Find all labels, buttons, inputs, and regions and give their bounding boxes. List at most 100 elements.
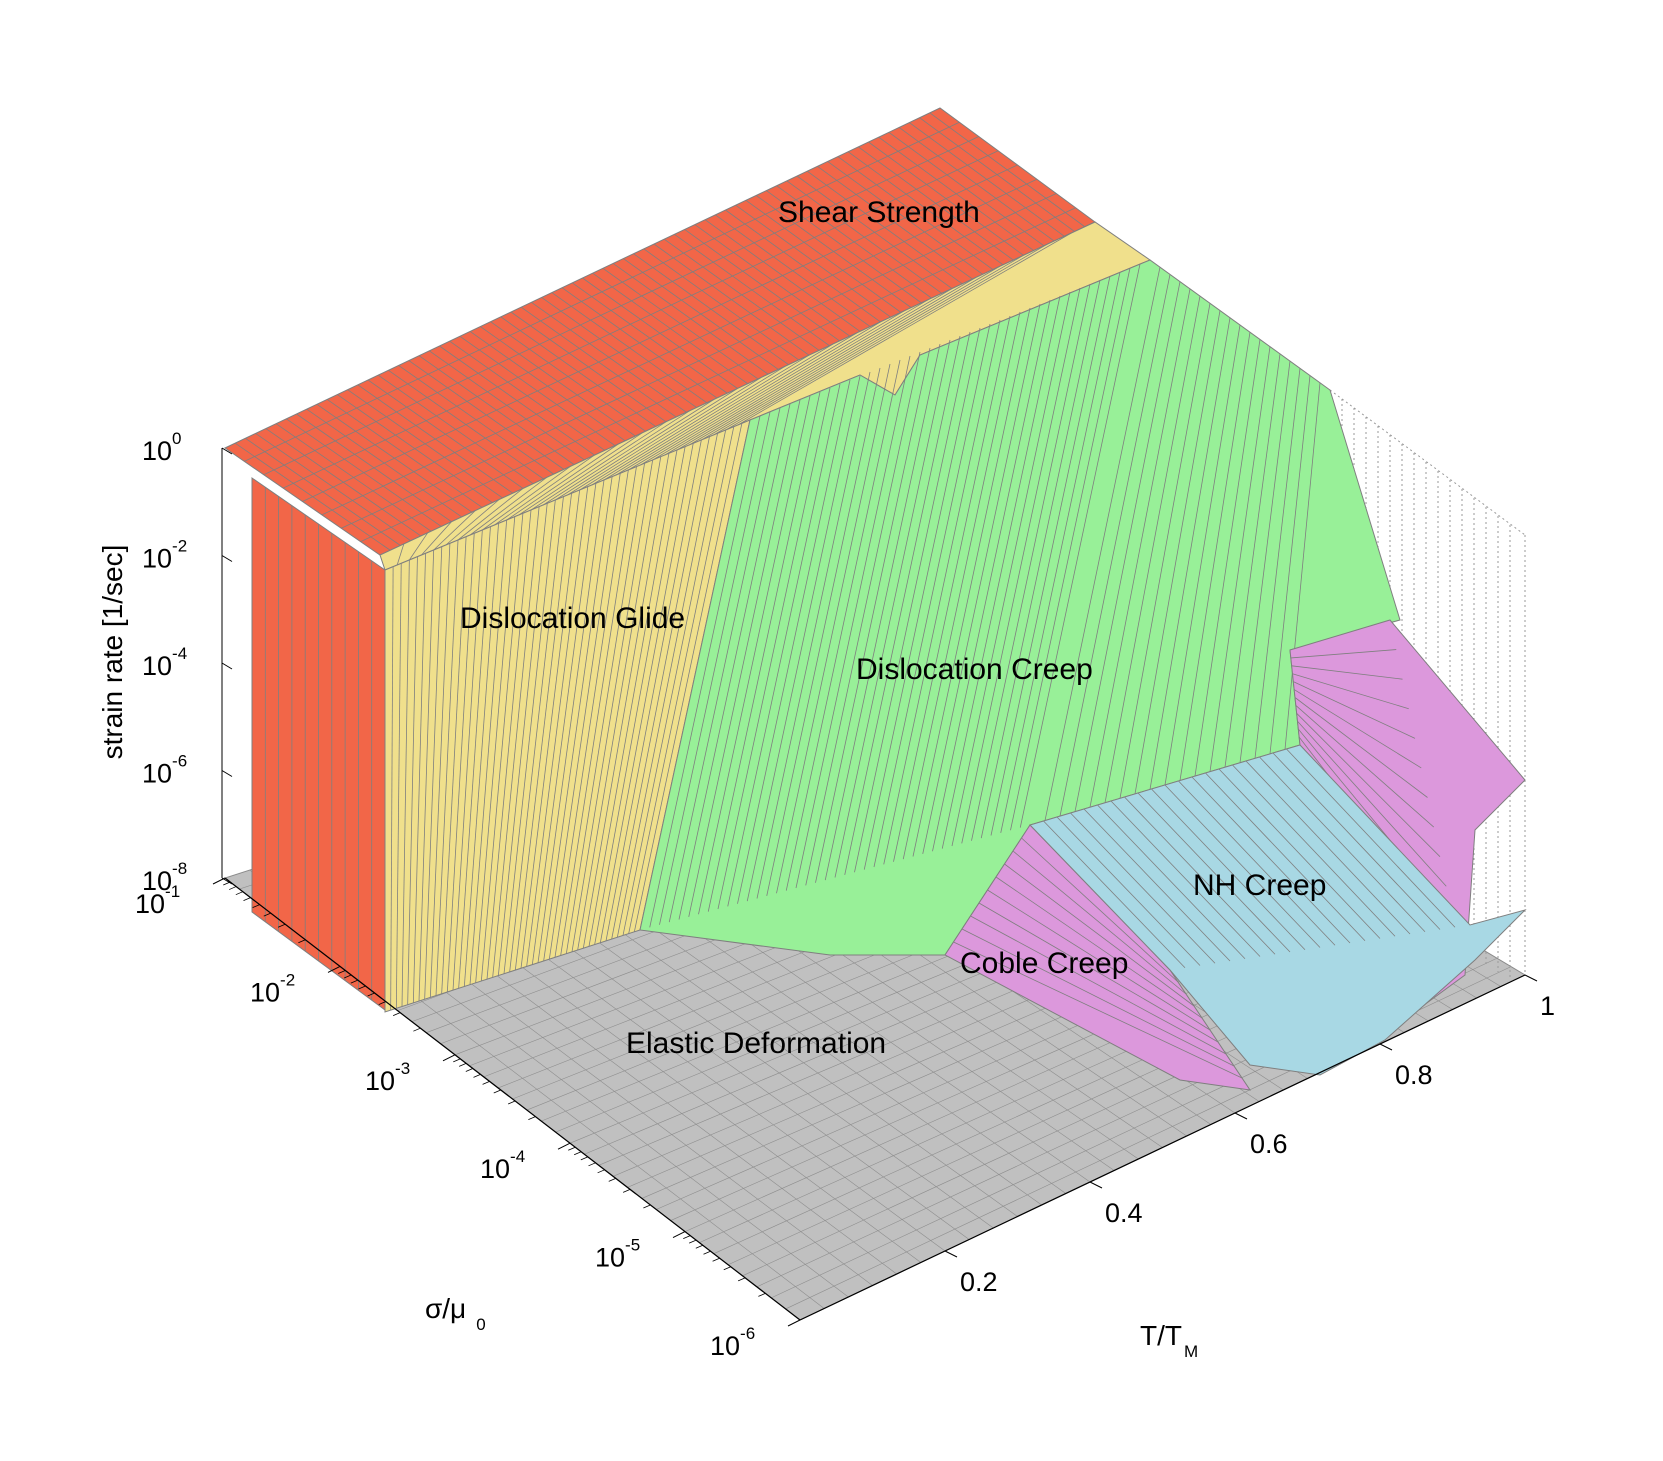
glide-mesh-line <box>435 539 459 996</box>
dislocation-glide-mesh <box>390 232 1072 1011</box>
stress-minor-tick <box>507 1100 516 1105</box>
temperature-tick-label: 0.2 <box>960 1267 998 1297</box>
stress-tick-mark <box>327 965 341 973</box>
glide-mesh-line <box>407 556 418 1005</box>
glide-mesh-line <box>463 523 499 987</box>
creep-mesh-line <box>1269 375 1311 754</box>
glide-mesh-line <box>409 532 428 561</box>
creep-mesh-line <box>1179 332 1251 781</box>
stress-minor-tick <box>608 1178 616 1182</box>
glide-mesh-line <box>579 377 762 491</box>
glide-mesh-line <box>518 432 643 516</box>
creep-mesh-line <box>883 319 1001 865</box>
glide-mesh-line <box>603 354 810 481</box>
stress-minor-tick <box>528 1116 536 1120</box>
glide-mesh-line <box>555 399 714 501</box>
creep-mesh-line <box>873 323 991 868</box>
glide-mesh-line <box>480 513 524 982</box>
coble-mesh-line <box>1294 697 1428 798</box>
glide-mesh-line <box>458 526 491 989</box>
creep-mesh-line <box>961 287 1081 844</box>
glide-mesh-line <box>530 421 667 511</box>
creep-mesh-line <box>698 395 811 915</box>
glide-mesh-line <box>445 499 500 546</box>
region-label-dislocation-glide: Dislocation Glide <box>460 602 685 635</box>
nh-mesh-line <box>1056 816 1201 966</box>
glide-mesh-line <box>652 310 905 461</box>
temperature-tick-mark <box>944 1250 958 1258</box>
coble-mesh-line <box>1021 837 1179 983</box>
glide-mesh-line <box>509 496 564 972</box>
nh-mesh-line <box>1043 820 1186 969</box>
stress-minor-tick <box>228 886 237 890</box>
temperature-tick-mark <box>1379 1043 1393 1051</box>
creep-mesh-line <box>776 363 891 894</box>
creep-mesh-line <box>980 279 1101 839</box>
glide-mesh-line <box>571 459 654 952</box>
glide-mesh-line <box>567 388 738 496</box>
creep-mesh-line <box>1149 317 1231 790</box>
z-tick-label: 10-8 <box>142 859 187 896</box>
creep-mesh-line <box>805 351 921 886</box>
glide-mesh-line <box>548 473 621 960</box>
glide-mesh-line <box>588 449 678 947</box>
creep-mesh-line <box>815 347 931 883</box>
creep-mesh-line <box>1074 281 1181 812</box>
glide-mesh-line <box>421 521 452 556</box>
shear-mesh-line <box>263 136 979 476</box>
coble-mesh-line <box>1004 863 1195 1007</box>
creep-mesh-line <box>678 403 791 920</box>
glide-mesh-line <box>424 546 443 1000</box>
glide-mesh-line <box>429 543 451 998</box>
nh-mesh-line <box>1164 784 1321 948</box>
temperature-tick-label: 0.8 <box>1395 1060 1433 1090</box>
back-grid-edge <box>1329 389 1526 536</box>
temperature-tick-mark <box>1524 974 1538 982</box>
coble-mesh-line <box>1296 713 1441 857</box>
creep-mesh-line <box>1134 310 1221 794</box>
stress-minor-tick <box>597 1169 605 1174</box>
creep-mesh-line <box>951 291 1071 847</box>
creep-mesh-line <box>990 275 1111 836</box>
glide-mesh-line <box>615 343 834 476</box>
stress-axis-ticks: 10-1 10-2 10-3 10-4 10-5 10-6 <box>135 877 801 1361</box>
stress-minor-tick <box>493 1089 501 1094</box>
glide-mesh-line <box>390 566 394 1011</box>
glide-mesh-line <box>526 486 589 967</box>
nh-creep-mesh <box>1043 748 1456 969</box>
stress-minor-tick <box>392 1012 401 1016</box>
creep-mesh-line <box>688 399 801 917</box>
creep-mesh-line <box>1000 271 1121 833</box>
glide-mesh-line <box>640 321 881 466</box>
z-tick-mark <box>221 555 233 562</box>
shear-mesh-line <box>321 178 1038 516</box>
glide-mesh-line <box>418 549 435 1002</box>
nh-mesh-line <box>1137 792 1291 953</box>
stress-minor-tick <box>695 1244 703 1249</box>
region-label-elastic-deformation: Elastic Deformation <box>626 1027 886 1060</box>
creep-mesh-line <box>756 371 871 899</box>
stress-minor-tick <box>243 897 251 901</box>
glide-mesh-line <box>737 232 1072 426</box>
stress-minor-tick <box>343 974 352 979</box>
creep-mesh-line <box>795 355 911 889</box>
stress-axis-line <box>224 877 801 1321</box>
stress-minor-tick <box>413 1027 421 1032</box>
glide-mesh-line <box>446 533 475 992</box>
glide-mesh-line <box>482 465 571 531</box>
glide-mesh-line <box>701 266 1000 441</box>
stress-minor-tick <box>277 923 286 928</box>
stress-tick-label: 10-6 <box>710 1324 755 1361</box>
z-axis-title: strain rate [1/sec] <box>97 545 128 760</box>
creep-mesh-line <box>932 299 1051 852</box>
coble-mesh-line <box>995 876 1203 1019</box>
z-tick-label: 100 <box>142 429 182 466</box>
glide-mesh-line <box>565 463 645 954</box>
stress-minor-tick <box>580 1156 588 1161</box>
temperature-axis-line <box>799 974 1526 1321</box>
creep-mesh-line <box>785 359 901 891</box>
creep-mesh-line <box>746 375 861 902</box>
creep-mesh-line <box>1284 382 1321 750</box>
stress-minor-tick <box>298 939 306 944</box>
stress-tick-label: 10-5 <box>595 1236 640 1273</box>
